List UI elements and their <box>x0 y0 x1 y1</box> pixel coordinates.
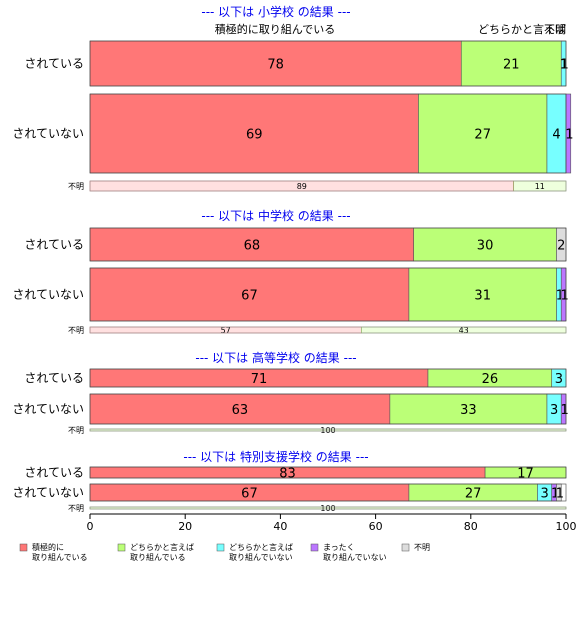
row-label: されている <box>24 57 84 71</box>
bar-outline <box>89 506 567 510</box>
x-tick-label: 100 <box>556 520 577 533</box>
bar-outline <box>89 326 567 334</box>
row-label: 不明 <box>68 182 84 191</box>
row-label: 不明 <box>68 326 84 335</box>
data-label: 1 <box>560 289 568 304</box>
data-label: 21 <box>503 58 520 73</box>
group-header: --- 以下は 特別支援学校 の結果 --- <box>183 449 368 464</box>
legend-label: 不明 <box>414 543 430 552</box>
row-label: されていない <box>12 486 84 500</box>
data-label: 17 <box>517 467 534 482</box>
data-label: 3 <box>550 403 558 418</box>
data-label: 63 <box>232 403 249 418</box>
data-label: 2 <box>557 239 565 254</box>
legend-label: 積極的に <box>32 542 64 552</box>
data-label: 67 <box>241 487 258 502</box>
bar-outline <box>89 393 567 425</box>
top-label-unknown: 不明 <box>544 23 566 36</box>
data-label: 31 <box>474 289 491 304</box>
data-label: 78 <box>267 58 284 73</box>
data-label: 68 <box>244 239 261 254</box>
data-label: 69 <box>246 128 263 143</box>
legend-label: 取り組んでいる <box>130 552 186 562</box>
data-label: 30 <box>477 239 494 254</box>
legend-swatch <box>117 543 126 552</box>
bar-outline <box>89 368 567 388</box>
data-label: 100 <box>320 426 335 435</box>
top-label-positive: 積極的に取り組んでいる <box>215 22 335 36</box>
row-label: 不明 <box>68 426 84 435</box>
data-label: 1 <box>565 128 573 143</box>
legend-label: まったく <box>323 543 355 552</box>
bar-outline <box>89 428 567 432</box>
data-label: 3 <box>555 372 563 387</box>
data-label: 1 <box>556 487 564 502</box>
row-label: されている <box>24 238 84 252</box>
group-header: --- 以下は 高等学校 の結果 --- <box>195 350 356 365</box>
data-label: 89 <box>297 182 307 191</box>
data-label: 57 <box>221 326 231 335</box>
x-tick-label: 0 <box>87 520 94 533</box>
bar-outline <box>89 93 567 174</box>
data-label: 3 <box>540 487 548 502</box>
x-tick-label: 80 <box>464 520 478 533</box>
bar-outline <box>89 466 567 479</box>
data-label: 83 <box>279 467 296 482</box>
legend-label: 取り組んでいない <box>323 552 387 562</box>
bar-outline <box>89 483 567 502</box>
legend-swatch <box>216 543 225 552</box>
x-tick-label: 20 <box>178 520 192 533</box>
bar-segment <box>89 267 410 322</box>
data-label: 67 <box>241 289 258 304</box>
data-label: 1 <box>560 403 568 418</box>
row-label: されていない <box>12 288 84 302</box>
data-label: 4 <box>552 128 560 143</box>
data-label: 27 <box>465 487 482 502</box>
legend-label: どちらかと言えば <box>229 542 293 552</box>
group-header: --- 以下は 小学校 の結果 --- <box>201 4 350 19</box>
bar-outline <box>89 227 567 262</box>
bar-segment <box>413 227 557 262</box>
bar-outline <box>89 40 567 87</box>
legend-swatch <box>19 543 28 552</box>
legend-label: 取り組んでいる <box>32 552 88 562</box>
x-tick-label: 40 <box>273 520 287 533</box>
bar-outline <box>89 180 567 192</box>
data-label: 33 <box>460 403 477 418</box>
bar-segment <box>89 93 419 174</box>
bar-segment <box>389 393 548 425</box>
data-label: 1 <box>556 289 564 304</box>
data-label: 11 <box>535 182 545 191</box>
bar-segment <box>408 267 557 322</box>
legend-label: 取り組んでいない <box>229 552 293 562</box>
data-label: 26 <box>482 372 499 387</box>
row-label: 不明 <box>68 504 84 513</box>
row-label: されていない <box>12 402 84 416</box>
group-header: --- 以下は 中学校 の結果 --- <box>201 208 350 223</box>
data-label: 1 <box>560 58 568 73</box>
row-label: されている <box>24 466 84 480</box>
data-label: 1 <box>551 487 559 502</box>
data-label: 27 <box>474 128 491 143</box>
bar-outline <box>89 267 567 322</box>
legend-swatch <box>310 543 319 552</box>
data-label: 1 <box>560 58 568 73</box>
legend-label: どちらかと言えば <box>130 542 194 552</box>
data-label: 71 <box>251 372 268 387</box>
row-label: されている <box>24 371 84 385</box>
data-label: 43 <box>459 326 469 335</box>
top-label-somewhat: どちらかと言えば <box>478 23 566 36</box>
data-label: 100 <box>320 504 335 513</box>
row-label: されていない <box>12 127 84 141</box>
legend-swatch <box>401 543 410 552</box>
x-tick-label: 60 <box>369 520 383 533</box>
